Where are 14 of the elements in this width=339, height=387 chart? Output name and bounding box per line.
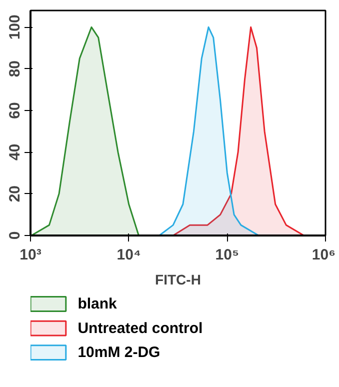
y-tick-label: 80 [6, 60, 24, 78]
x-axis-title: FITC-H [155, 272, 201, 288]
y-tick-label: 20 [6, 185, 24, 202]
y-tick-label: 40 [6, 144, 24, 161]
legend-label: Untreated control [78, 320, 203, 337]
legend-label: blank [78, 296, 118, 312]
x-tick-label: 10⁴ [116, 246, 141, 264]
y-tick-label: 100 [6, 14, 24, 40]
x-tick-label: 10⁶ [312, 246, 336, 264]
x-tick-label: 10⁵ [215, 246, 240, 264]
y-tick-label: 60 [6, 102, 24, 119]
x-tick-label: 10³ [20, 246, 42, 264]
y-tick-label: 0 [6, 231, 24, 240]
legend-label: 10mM 2-DG [78, 344, 160, 362]
